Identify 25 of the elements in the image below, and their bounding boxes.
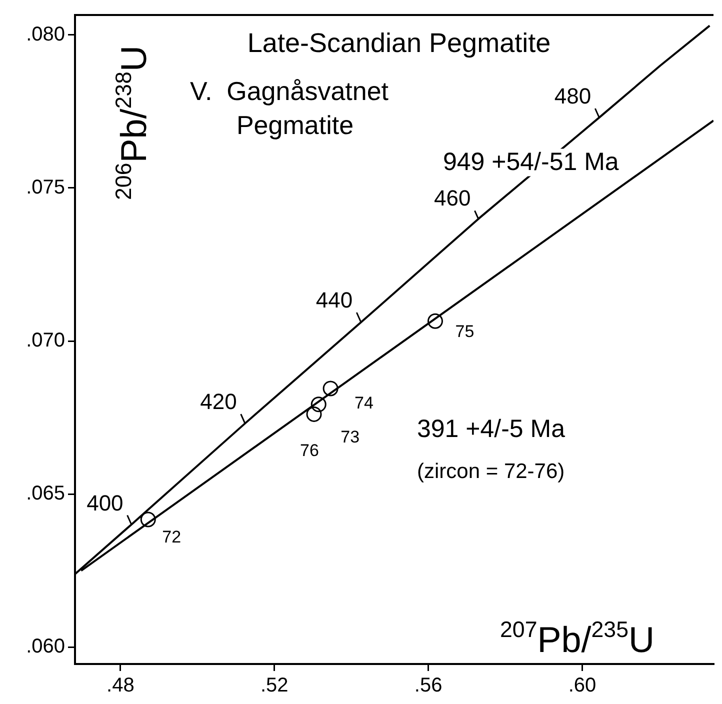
text: Late-Scandian Pegmatite bbox=[247, 28, 551, 58]
annotation: (zircon = 72-76) bbox=[417, 460, 565, 483]
y-tick-label: .080 bbox=[26, 23, 65, 46]
annotation: 73 bbox=[340, 427, 360, 446]
annotation: 76 bbox=[300, 441, 319, 460]
annotation: 391 +4/-5 Ma bbox=[417, 415, 566, 443]
x-tick-label: .52 bbox=[260, 674, 288, 697]
annotation: 400 bbox=[86, 490, 124, 516]
annotation: 480 bbox=[554, 83, 592, 108]
annotation: 440 bbox=[316, 288, 353, 312]
y-tick-label: .060 bbox=[26, 636, 65, 658]
annotation: 72 bbox=[162, 528, 182, 547]
annotation: 74 bbox=[354, 393, 374, 412]
x-tick-label: .48 bbox=[106, 674, 134, 697]
annotation: 420 bbox=[200, 389, 237, 414]
x-tick-label: .56 bbox=[414, 674, 442, 697]
y-tick-label: .065 bbox=[26, 482, 65, 505]
annotation: 460 bbox=[434, 186, 471, 211]
y-tick-label: .070 bbox=[26, 330, 65, 352]
text: V. Gagnåsvatnet Pegmatite bbox=[190, 76, 390, 140]
annotation: 949 +54/-51 Ma bbox=[443, 148, 619, 176]
y-axis-title: 206Pb/238U bbox=[110, 46, 154, 200]
x-tick-label: .60 bbox=[568, 674, 596, 697]
annotation: 75 bbox=[455, 322, 474, 342]
y-tick-label: .075 bbox=[26, 176, 65, 198]
